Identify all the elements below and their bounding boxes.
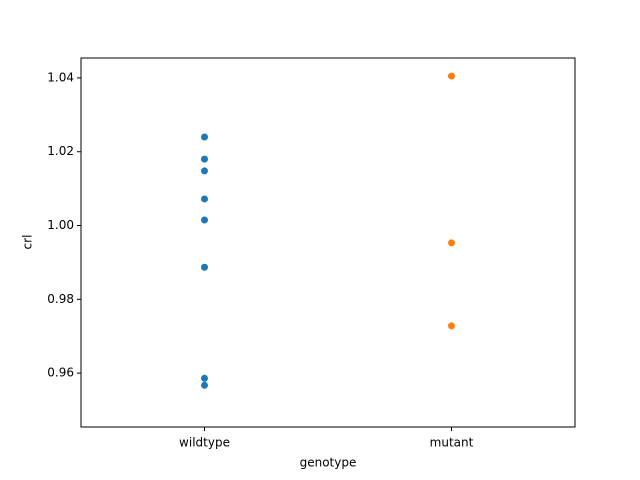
y-tick-label: 1.00 bbox=[47, 218, 74, 232]
point bbox=[201, 263, 208, 271]
x-axis-label: genotype bbox=[300, 456, 357, 470]
plot-frame bbox=[80, 57, 576, 428]
point bbox=[201, 167, 208, 175]
point bbox=[448, 322, 455, 330]
point bbox=[201, 374, 208, 382]
x-tick-label: wildtype bbox=[179, 436, 230, 450]
point bbox=[201, 155, 208, 163]
point bbox=[448, 72, 455, 80]
point bbox=[201, 195, 208, 203]
point bbox=[201, 381, 208, 389]
point bbox=[448, 239, 455, 247]
point bbox=[201, 133, 208, 141]
y-tick-label: 0.98 bbox=[47, 292, 74, 306]
y-axis-label: crl bbox=[21, 235, 35, 250]
y-tick-label: 1.02 bbox=[47, 144, 74, 158]
point bbox=[201, 216, 208, 224]
y-tick-label: 1.04 bbox=[47, 70, 74, 84]
y-tick-label: 0.96 bbox=[47, 366, 74, 380]
x-tick-label: mutant bbox=[430, 436, 474, 450]
